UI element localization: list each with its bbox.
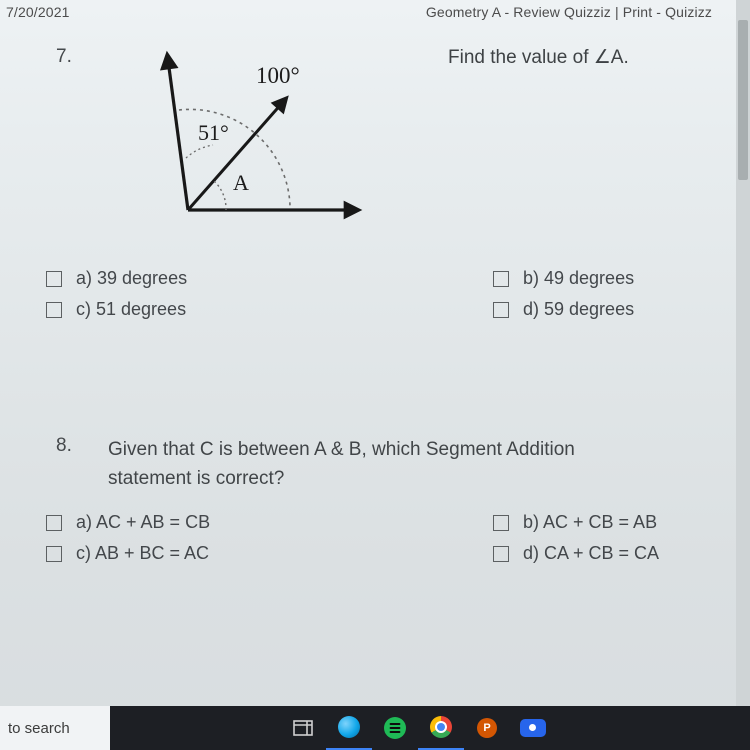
q8-prompt: Given that C is between A & B, which Seg…: [108, 435, 682, 494]
header-date: 7/20/2021: [6, 4, 70, 20]
q8-line1: Given that C is between A & B, which Seg…: [108, 439, 575, 460]
powerpoint-icon[interactable]: P: [464, 706, 510, 750]
chrome-icon[interactable]: [418, 706, 464, 750]
q8-option-d[interactable]: d) CA + CB = CA: [493, 543, 710, 564]
taskbar-search-text: to search: [8, 720, 70, 737]
q8-option-b[interactable]: b) AC + CB = AB: [493, 512, 710, 533]
q7-options: a) 39 degrees b) 49 degrees c) 51 degree…: [46, 268, 710, 320]
taskbar: to search P: [0, 706, 750, 750]
checkbox-icon[interactable]: [46, 302, 62, 318]
option-label: b) 49 degrees: [523, 268, 634, 289]
q7-option-a[interactable]: a) 39 degrees: [46, 268, 263, 289]
task-view-icon[interactable]: [280, 706, 326, 750]
fig-label-A: A: [233, 170, 249, 195]
fig-label-100: 100°: [256, 63, 300, 88]
option-label: c) AB + BC = AC: [76, 543, 209, 564]
checkbox-icon[interactable]: [46, 271, 62, 287]
checkbox-icon[interactable]: [493, 302, 509, 318]
camera-icon[interactable]: [510, 706, 556, 750]
checkbox-icon[interactable]: [493, 546, 509, 562]
q8-line2: statement is correct?: [108, 468, 284, 489]
fig-label-51: 51°: [198, 120, 229, 145]
option-label: a) AC + AB = CB: [76, 512, 210, 533]
quiz-page: 7/20/2021 Geometry A - Review Quizziz | …: [0, 0, 750, 750]
q7-option-b[interactable]: b) 49 degrees: [493, 268, 710, 289]
scrollbar-thumb[interactable]: [738, 20, 748, 180]
q8-number: 8.: [56, 435, 72, 457]
q8-option-a[interactable]: a) AC + AB = CB: [46, 512, 263, 533]
q7-option-d[interactable]: d) 59 degrees: [493, 299, 710, 320]
scrollbar[interactable]: [736, 0, 750, 706]
checkbox-icon[interactable]: [493, 515, 509, 531]
checkbox-icon[interactable]: [46, 515, 62, 531]
edge-icon[interactable]: [326, 706, 372, 750]
q8-option-c[interactable]: c) AB + BC = AC: [46, 543, 263, 564]
q7-number: 7.: [56, 46, 72, 68]
q7-figure: 100° 51° A: [148, 40, 378, 240]
option-label: a) 39 degrees: [76, 268, 187, 289]
q8-options: a) AC + AB = CB b) AC + CB = AB c) AB + …: [46, 512, 710, 564]
checkbox-icon[interactable]: [493, 271, 509, 287]
q7-option-c[interactable]: c) 51 degrees: [46, 299, 263, 320]
option-label: d) CA + CB = CA: [523, 543, 659, 564]
q7-prompt: Find the value of ∠A.: [448, 46, 629, 69]
option-label: d) 59 degrees: [523, 299, 634, 320]
spotify-icon[interactable]: [372, 706, 418, 750]
option-label: c) 51 degrees: [76, 299, 186, 320]
header-title: Geometry A - Review Quizziz | Print - Qu…: [426, 4, 712, 20]
checkbox-icon[interactable]: [46, 546, 62, 562]
taskbar-search[interactable]: to search: [0, 706, 110, 750]
option-label: b) AC + CB = AB: [523, 512, 657, 533]
